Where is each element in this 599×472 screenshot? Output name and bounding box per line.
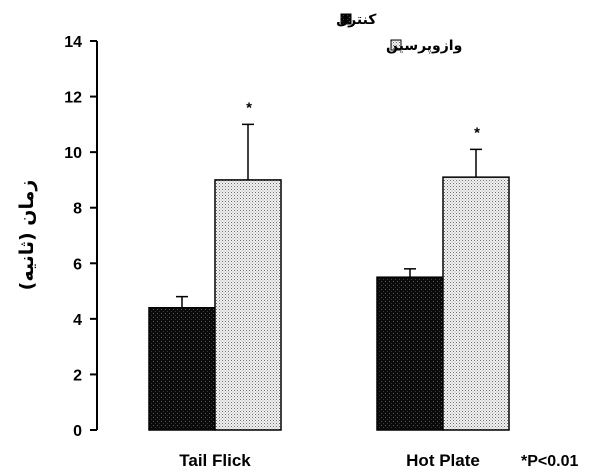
y-axis: 0 2 4 6 8 10 12 14 bbox=[64, 34, 98, 440]
y-tick-label: 14 bbox=[64, 34, 82, 51]
bar-vasopressin-hot-plate bbox=[442, 176, 510, 431]
legend-label-vasopressin: وازوپرسین bbox=[386, 38, 462, 54]
bar-vasopressin-tail-flick bbox=[214, 179, 282, 431]
significance-note: *P<0.01 bbox=[521, 453, 578, 470]
y-tick-label: 4 bbox=[73, 312, 82, 329]
bar-control-tail-flick bbox=[148, 306, 216, 431]
legend-label-control: کنترل bbox=[336, 12, 377, 28]
significance-star: * bbox=[246, 99, 252, 116]
error-bars bbox=[176, 123, 482, 308]
y-tick-label: 12 bbox=[64, 90, 82, 107]
category-label: Tail Flick bbox=[179, 451, 251, 470]
significance-markers: ** bbox=[246, 99, 480, 141]
legend: کنترل وازوپرسین bbox=[336, 12, 462, 54]
y-tick-label: 10 bbox=[64, 145, 82, 162]
y-tick-label: 6 bbox=[73, 256, 82, 273]
y-tick-label: 0 bbox=[73, 423, 82, 440]
y-tick-label: 8 bbox=[73, 201, 82, 218]
category-labels: Tail Flick Hot Plate bbox=[179, 451, 480, 470]
y-tick-label: 2 bbox=[73, 367, 82, 384]
legend-swatch-vasopressin bbox=[390, 39, 402, 51]
legend-swatch-control bbox=[340, 13, 352, 25]
category-label: Hot Plate bbox=[406, 451, 480, 470]
significance-star: * bbox=[474, 124, 480, 141]
bar-control-hot-plate bbox=[376, 276, 444, 431]
y-ticks: 0 2 4 6 8 10 12 14 bbox=[64, 34, 97, 440]
y-axis-title: زمان (ثانیه) bbox=[16, 180, 38, 291]
bars bbox=[148, 176, 510, 431]
